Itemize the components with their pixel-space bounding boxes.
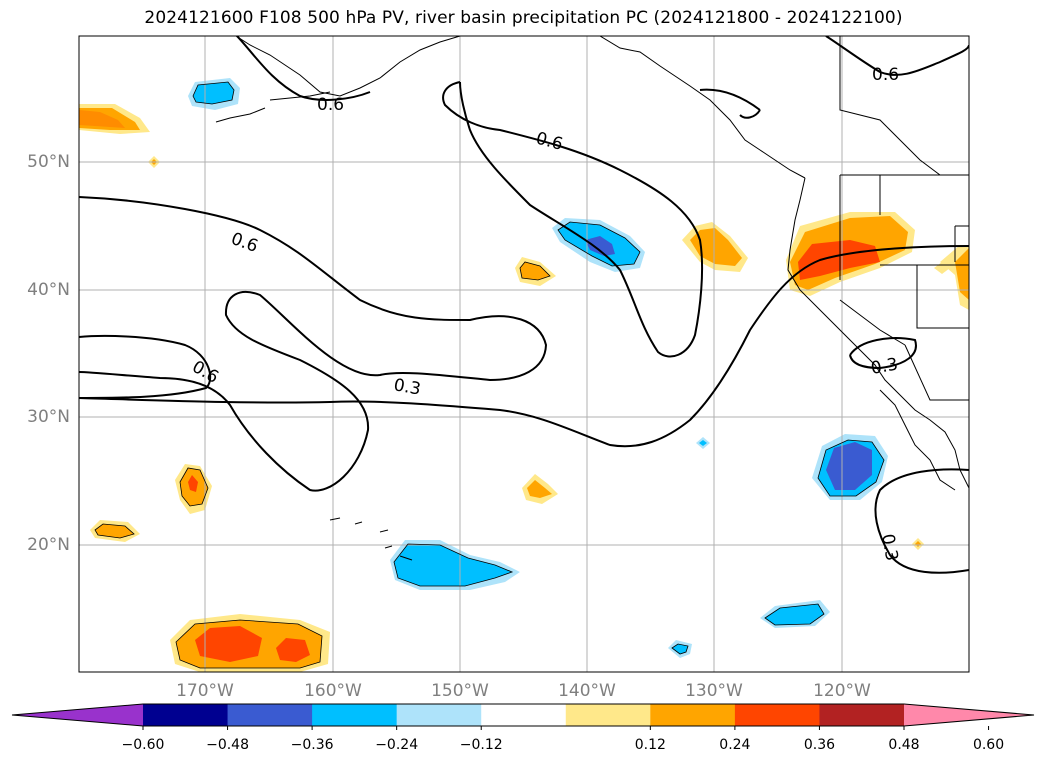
contour-label: 0.6 xyxy=(189,357,222,388)
colorbar-tick-label: 0.36 xyxy=(803,737,836,753)
gridlines xyxy=(79,36,969,672)
colorbar-extend-low xyxy=(12,704,143,726)
colorbar-tick-label: −0.24 xyxy=(375,737,419,753)
colorbar-segment xyxy=(819,704,905,726)
lon-label-140w: 140°W xyxy=(558,681,616,701)
map-title: 2024121600 F108 500 hPa PV, river basin … xyxy=(144,8,903,28)
colorbar-tick-label: −0.12 xyxy=(459,737,503,753)
colorbar-segment xyxy=(312,704,398,726)
lon-label-120w: 120°W xyxy=(813,681,871,701)
lat-label-30n: 30°N xyxy=(27,407,70,427)
contour-label: 0.3 xyxy=(877,532,901,562)
precip-outlines xyxy=(94,81,885,669)
colorbar-tick-label: −0.48 xyxy=(206,737,249,753)
contour-label: 0.3 xyxy=(392,375,422,399)
precipitation-shading xyxy=(79,78,969,672)
lon-label-170w: 170°W xyxy=(176,681,234,701)
colorbar-segment xyxy=(734,704,820,726)
colorbar-tick-label: −0.60 xyxy=(121,737,165,753)
colorbar-segment xyxy=(143,704,229,726)
lon-label-150w: 150°W xyxy=(431,681,489,701)
pv-contours xyxy=(79,36,969,574)
lat-label-20n: 20°N xyxy=(27,535,70,555)
contour-label: 0.6 xyxy=(872,65,899,85)
colorbar-tick-label: 0.48 xyxy=(888,737,920,753)
colorbar xyxy=(11,703,1035,730)
colorbar-tick-label: −0.36 xyxy=(290,737,334,753)
colorbar-tick-label: 0.24 xyxy=(719,737,751,753)
colorbar-segment xyxy=(481,704,567,726)
lon-label-130w: 130°W xyxy=(685,681,743,701)
lat-label-50n: 50°N xyxy=(27,152,70,172)
contour-label: 0.6 xyxy=(228,229,260,257)
colorbar-segment xyxy=(565,704,651,726)
lon-label-160w: 160°W xyxy=(304,681,362,701)
coastlines xyxy=(215,36,969,561)
colorbar-segment xyxy=(227,704,313,726)
contour-label: 0.6 xyxy=(534,129,565,155)
contour-label: 0.3 xyxy=(869,355,899,379)
lat-label-40n: 40°N xyxy=(27,280,70,300)
colorbar-tick-label: 0.12 xyxy=(634,737,666,753)
colorbar-tick-label: 0.60 xyxy=(972,737,1005,753)
colorbar-extend-high xyxy=(904,704,1034,726)
colorbar-segment xyxy=(396,704,482,726)
contour-label: 0.6 xyxy=(317,95,344,115)
plot-frame xyxy=(78,35,970,673)
colorbar-segment xyxy=(650,704,736,726)
